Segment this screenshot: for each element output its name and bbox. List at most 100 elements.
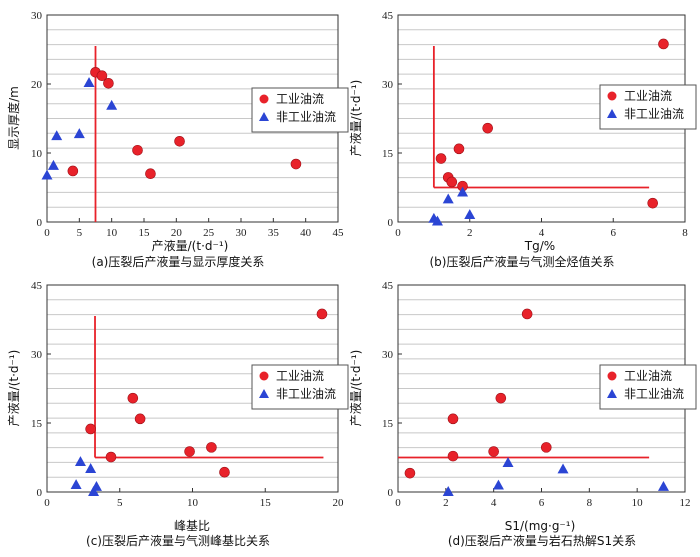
y-tick-label: 30: [31, 10, 43, 22]
data-point-non-industrial: [70, 479, 82, 490]
data-point-industrial: [85, 423, 96, 435]
legend-circle-icon: [259, 94, 269, 104]
x-tick-label: 2: [443, 497, 449, 509]
data-point-non-industrial: [106, 99, 118, 110]
x-axis-label: S1/(mg·g⁻¹): [505, 519, 576, 533]
data-point-industrial: [132, 144, 143, 156]
data-point-industrial: [134, 413, 146, 425]
x-tick-label: 45: [333, 227, 345, 239]
y-axis-label: 产液量/(t·d⁻¹): [6, 350, 21, 427]
data-point-industrial: [647, 197, 659, 209]
x-tick-label: 8: [587, 497, 593, 509]
x-tick-label: 8: [682, 227, 688, 239]
x-tick-label: 10: [632, 497, 644, 509]
y-tick-label: 0: [388, 217, 394, 229]
legend-label: 工业油流: [624, 369, 672, 383]
y-tick-label: 15: [382, 418, 394, 430]
x-tick-label: 15: [139, 227, 151, 239]
legend-box: [251, 364, 349, 410]
data-point-non-industrial: [442, 486, 454, 496]
data-point-industrial: [219, 466, 230, 478]
data-point-non-industrial: [74, 456, 86, 467]
data-point-industrial: [145, 168, 156, 179]
x-tick-label: 10: [187, 497, 199, 509]
x-tick-label: 35: [268, 227, 280, 239]
chart-panel-b: 0 2 4 6 8 0 15 30 45 Tg/% 产液量/(t·d⁻¹) (b)压裂后产液量与气测全…: [348, 10, 697, 269]
y-tick-label: 30: [31, 349, 43, 361]
data-point-non-industrial: [41, 169, 53, 180]
y-tick-label: 45: [382, 10, 394, 22]
y-tick-label: 0: [37, 217, 43, 229]
data-point-industrial: [521, 308, 533, 320]
data-point-non-industrial: [442, 193, 454, 204]
y-axis-label: 产液量/(t·d⁻¹): [348, 80, 363, 157]
data-point-industrial: [174, 135, 185, 147]
x-tick-label: 5: [117, 497, 123, 509]
data-point-industrial: [540, 442, 552, 453]
x-tick-label: 25: [203, 227, 215, 239]
chart-panel-d: 0 2 4 6 8 10 12 0 15 30 45 S1/(mg·g⁻¹) 产液量/(t·d⁻¹) (d…: [348, 280, 697, 548]
legend-label: 非工业油流: [624, 387, 684, 401]
y-tick-label: 20: [31, 79, 43, 91]
y-tick-label: 45: [382, 280, 394, 292]
x-tick-label: 0: [395, 497, 401, 509]
data-point-non-industrial: [557, 463, 569, 474]
data-point-industrial: [184, 446, 195, 457]
x-tick-label: 40: [300, 227, 312, 239]
data-point-non-industrial: [492, 479, 504, 490]
data-point-industrial: [127, 392, 139, 404]
data-point-industrial: [453, 143, 465, 155]
x-tick-label: 6: [611, 227, 617, 239]
data-point-non-industrial: [88, 486, 100, 496]
legend-triangle-icon: [607, 109, 617, 118]
data-point-industrial: [435, 153, 447, 164]
legend-box: [251, 87, 349, 133]
data-point-industrial: [488, 446, 499, 457]
chart-caption: (b)压裂后产液量与气测全烃值关系: [430, 254, 615, 269]
data-point-industrial: [316, 308, 328, 320]
x-axis-label: 峰基比: [174, 519, 210, 533]
data-point-industrial: [206, 442, 217, 453]
data-point-non-industrial: [657, 480, 669, 491]
chart-panel-c: 0 5 10 15 20 0 15 30 45 峰基比 产液量/(t·d⁻¹) (c)压裂后产液量与气…: [6, 280, 349, 548]
legend-circle-icon: [607, 91, 617, 101]
legend-label: 工业油流: [276, 92, 324, 106]
data-point-non-industrial: [47, 159, 59, 170]
x-tick-label: 0: [395, 227, 401, 239]
data-point-industrial: [105, 451, 117, 463]
data-point-industrial: [447, 450, 459, 462]
x-tick-label: 0: [44, 227, 50, 239]
data-point-non-industrial: [73, 128, 85, 139]
x-tick-label: 15: [260, 497, 272, 509]
y-tick-label: 30: [382, 79, 394, 91]
legend-label: 工业油流: [624, 89, 672, 103]
data-point-non-industrial: [464, 209, 476, 220]
legend-box: [599, 364, 697, 410]
data-point-industrial: [96, 70, 108, 82]
data-point-non-industrial: [90, 480, 102, 491]
x-tick-label: 30: [236, 227, 248, 239]
data-point-industrial: [404, 467, 416, 479]
chart-caption: (d)压裂后产液量与岩石热解S1关系: [448, 533, 636, 548]
data-point-industrial: [658, 38, 669, 50]
y-tick-label: 30: [382, 349, 394, 361]
data-point-non-industrial: [502, 457, 514, 467]
y-tick-label: 10: [31, 148, 43, 160]
data-point-non-industrial: [457, 186, 469, 197]
y-tick-label: 0: [37, 487, 43, 499]
x-tick-label: 4: [539, 227, 545, 239]
x-tick-label: 5: [77, 227, 83, 239]
y-tick-label: 15: [382, 148, 394, 160]
legend-label: 非工业油流: [624, 107, 684, 121]
x-tick-label: 6: [539, 497, 545, 509]
x-axis-label: 产液量/(t·d⁻¹): [152, 238, 229, 253]
y-tick-label: 45: [31, 280, 43, 292]
data-point-industrial: [67, 165, 79, 177]
x-tick-label: 20: [171, 227, 183, 239]
y-axis-label: 产液量/(t·d⁻¹): [348, 350, 363, 427]
legend-circle-icon: [259, 371, 269, 381]
